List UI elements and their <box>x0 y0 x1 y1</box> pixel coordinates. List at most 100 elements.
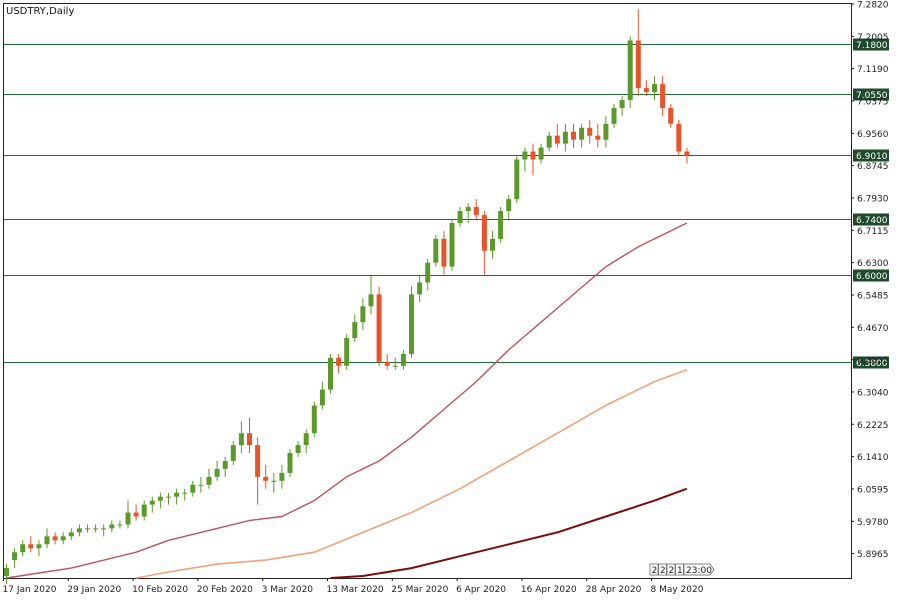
candle <box>311 401 317 438</box>
candle <box>490 230 495 259</box>
timer-digit-box <box>658 563 667 576</box>
candle <box>603 115 609 148</box>
candle-body <box>595 135 601 140</box>
candle <box>481 211 487 275</box>
candle <box>20 540 26 557</box>
candle <box>635 8 641 97</box>
candle <box>295 441 301 458</box>
moving-average-line <box>330 487 688 579</box>
candle-body <box>514 159 520 200</box>
candle <box>643 80 649 97</box>
candle-body <box>571 131 576 140</box>
candle <box>417 274 423 303</box>
candle <box>660 76 666 116</box>
candle <box>52 532 58 545</box>
level-label: 6.6000 <box>856 272 888 282</box>
candle <box>125 500 131 529</box>
candle <box>149 496 155 513</box>
timer-digit-box <box>675 563 684 576</box>
level-label: 6.7400 <box>856 216 888 226</box>
candle-body <box>611 107 617 124</box>
candle <box>263 464 269 489</box>
candle-body <box>668 107 674 124</box>
candle-body <box>85 528 90 530</box>
candle <box>498 207 504 243</box>
candle-body <box>352 322 358 339</box>
candle-body <box>441 238 447 267</box>
candle-body <box>311 405 317 434</box>
y-tick-label: 6.3040 <box>857 388 889 398</box>
candle <box>206 468 212 489</box>
candle-body <box>417 282 423 295</box>
timer-digit: 2 <box>669 566 675 576</box>
candle <box>287 449 293 477</box>
candle-body <box>587 127 593 136</box>
level-label-bg <box>853 149 889 162</box>
candle <box>465 203 471 223</box>
level-label-bg <box>853 269 889 282</box>
candle-body <box>538 147 544 160</box>
candle-body <box>230 445 236 461</box>
candle <box>376 286 382 366</box>
candle-body <box>506 199 512 212</box>
candle-body <box>400 353 406 366</box>
candle <box>538 143 544 164</box>
candle-body <box>157 496 163 501</box>
level-label: 6.9010 <box>856 152 888 162</box>
candle-body <box>206 476 212 485</box>
candle-body <box>409 294 414 354</box>
candle <box>344 334 350 370</box>
y-tick-label: 6.1410 <box>857 453 889 463</box>
y-tick-label: 6.7930 <box>857 194 889 204</box>
candle-body <box>93 528 99 530</box>
candle-body <box>498 211 504 239</box>
candle <box>271 472 277 493</box>
candle-body <box>263 476 269 481</box>
x-tick-label: 20 Feb 2020 <box>197 585 253 595</box>
candle <box>506 195 512 220</box>
candle <box>133 504 139 521</box>
candle <box>230 441 236 465</box>
candle-body <box>60 536 66 541</box>
candle-body <box>101 528 107 530</box>
candle <box>384 353 390 370</box>
candle-body <box>546 135 552 148</box>
x-tick-label: 25 Mar 2020 <box>391 585 448 595</box>
candle-body <box>368 294 374 307</box>
candle-body <box>392 365 398 367</box>
candle <box>676 119 682 156</box>
candle-body <box>133 512 139 517</box>
candle <box>174 488 180 505</box>
candle-body <box>28 544 34 549</box>
y-tick-label: 6.2225 <box>857 421 889 431</box>
candle-body <box>109 524 115 529</box>
x-tick-label: 8 May 2020 <box>651 585 704 595</box>
candle-body <box>643 88 649 93</box>
candle <box>238 421 244 454</box>
x-tick-label: 10 Feb 2020 <box>132 585 188 595</box>
candle-body <box>465 207 471 212</box>
timer-time: 23:00 <box>686 566 712 576</box>
candle <box>93 524 99 533</box>
y-tick-label: 7.0375 <box>857 97 889 107</box>
candle-body <box>117 524 123 526</box>
candle <box>571 123 576 148</box>
level-label-bg <box>853 213 889 226</box>
candle-body <box>676 123 682 152</box>
candle <box>36 540 42 557</box>
candles-layer <box>4 8 690 584</box>
candle <box>222 457 228 477</box>
x-tick-label: 16 Apr 2020 <box>521 585 577 595</box>
candle <box>352 314 358 342</box>
x-tick-label: 17 Jan 2020 <box>3 585 57 595</box>
level-label-bg <box>853 88 889 101</box>
candle <box>190 480 196 497</box>
y-tick-label: 5.8965 <box>857 550 889 560</box>
candle-body <box>344 338 350 366</box>
candle-body <box>481 215 487 251</box>
candle <box>157 492 163 509</box>
level-label: 6.3800 <box>856 359 888 369</box>
candle <box>546 131 552 152</box>
candle-body <box>214 468 220 477</box>
